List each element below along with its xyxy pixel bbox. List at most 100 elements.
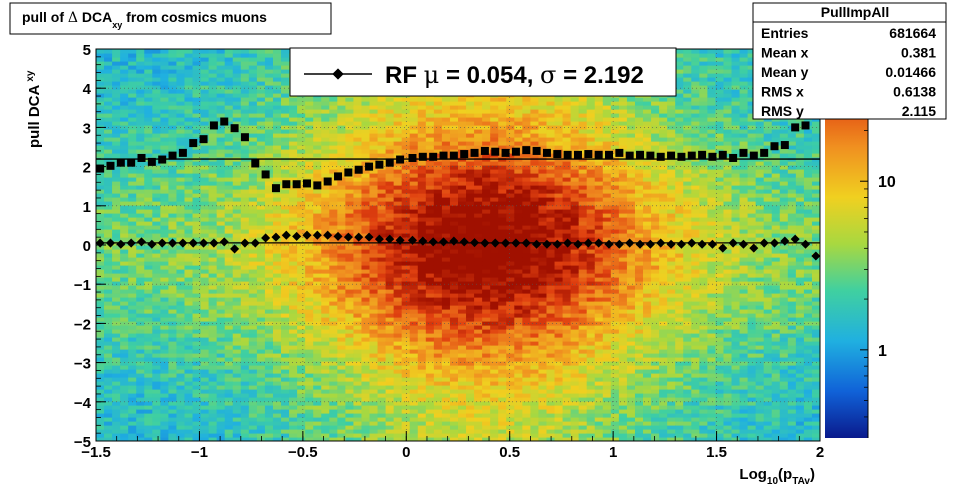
heatmap-cell xyxy=(160,421,169,426)
heatmap-cell xyxy=(337,169,346,174)
heatmap-cell xyxy=(168,53,178,58)
heatmap-cell xyxy=(136,249,145,254)
heatmap-cell xyxy=(361,233,371,238)
heatmap-cell xyxy=(385,369,395,374)
heatmap-cell xyxy=(369,313,379,318)
heatmap-cell xyxy=(136,253,145,258)
heatmap-cell xyxy=(176,325,186,330)
heatmap-cell xyxy=(240,173,250,178)
heatmap-cell xyxy=(329,273,338,278)
heatmap-cell xyxy=(128,249,137,254)
heatmap-cell xyxy=(216,169,226,174)
heatmap-cell xyxy=(417,165,427,170)
heatmap-cell xyxy=(329,105,338,110)
heatmap-cell xyxy=(216,165,226,170)
heatmap-cell xyxy=(377,297,387,302)
heatmap-cell xyxy=(474,125,483,130)
heatmap-cell xyxy=(377,217,387,222)
heatmap-cell xyxy=(224,305,234,310)
heatmap-cell xyxy=(240,281,250,286)
heatmap-cell xyxy=(216,253,226,258)
heatmap-cell xyxy=(176,57,186,62)
heatmap-cell xyxy=(474,109,483,114)
heatmap-cell xyxy=(160,317,169,322)
heatmap-cell xyxy=(224,429,234,434)
heatmap-cell xyxy=(466,265,475,270)
heatmap-cell xyxy=(136,69,145,74)
heatmap-cell xyxy=(136,305,145,310)
heatmap-cell xyxy=(409,169,419,174)
heatmap-cell xyxy=(264,65,274,70)
heatmap-cell xyxy=(224,177,234,182)
heatmap-cell xyxy=(361,369,371,374)
heatmap-cell xyxy=(329,309,338,314)
heatmap-cell xyxy=(297,285,306,290)
heatmap-cell xyxy=(120,61,129,66)
heatmap-cell xyxy=(498,117,507,122)
heatmap-cell xyxy=(200,93,210,98)
heatmap-cell xyxy=(337,109,346,114)
heatmap-cell xyxy=(208,305,218,310)
heatmap-cell xyxy=(200,217,210,222)
heatmap-cell xyxy=(112,421,121,426)
heatmap-cell xyxy=(409,209,419,214)
heatmap-cell xyxy=(144,353,153,358)
heatmap-cell xyxy=(176,185,186,190)
heatmap-cell xyxy=(144,121,153,126)
heatmap-cell xyxy=(192,93,202,98)
heatmap-cell xyxy=(272,425,282,430)
heatmap-cell xyxy=(208,69,218,74)
heatmap-cell xyxy=(401,417,411,422)
heatmap-cell xyxy=(200,177,210,182)
heatmap-cell xyxy=(337,313,346,318)
heatmap-cell xyxy=(441,225,451,230)
heatmap-cell xyxy=(329,333,338,338)
heatmap-cell xyxy=(393,305,403,310)
heatmap-cell xyxy=(409,297,419,302)
heatmap-cell xyxy=(417,301,427,306)
heatmap-cell xyxy=(112,345,121,350)
heatmap-cell xyxy=(313,173,322,178)
heatmap-cell xyxy=(208,221,218,226)
heatmap-cell xyxy=(377,293,387,298)
heatmap-cell xyxy=(224,165,234,170)
heatmap-cell xyxy=(401,273,411,278)
heatmap-cell xyxy=(482,433,491,438)
heatmap-cell xyxy=(200,161,210,166)
heatmap-cell xyxy=(224,57,234,62)
heatmap-cell xyxy=(264,405,274,410)
heatmap-cell xyxy=(256,201,266,206)
heatmap-cell xyxy=(176,257,186,262)
heatmap-cell xyxy=(377,437,387,441)
heatmap-cell xyxy=(168,301,178,306)
heatmap-cell xyxy=(441,193,451,198)
heatmap-cell xyxy=(425,257,435,262)
heatmap-cell xyxy=(264,317,274,322)
heatmap-cell xyxy=(337,365,346,370)
heatmap-cell xyxy=(353,389,363,394)
heatmap-cell xyxy=(345,121,355,126)
heatmap-cell xyxy=(256,185,266,190)
heatmap-cell xyxy=(289,401,298,406)
heatmap-cell xyxy=(152,97,161,102)
heatmap-cell xyxy=(297,121,306,126)
heatmap-cell xyxy=(482,189,491,194)
heatmap-cell xyxy=(474,293,483,298)
heatmap-cell xyxy=(449,225,459,230)
heatmap-cell xyxy=(361,337,371,342)
heatmap-cell xyxy=(240,161,250,166)
heatmap-cell xyxy=(289,377,298,382)
heatmap-cell xyxy=(248,217,258,222)
heatmap-cell xyxy=(256,133,266,138)
heatmap-cell xyxy=(297,205,306,210)
heatmap-cell xyxy=(369,113,379,118)
heatmap-cell xyxy=(248,85,258,90)
heatmap-cell xyxy=(345,313,355,318)
heatmap-cell xyxy=(144,129,153,134)
heatmap-cell xyxy=(128,205,137,210)
heatmap-cell xyxy=(184,273,194,278)
heatmap-cell xyxy=(498,397,507,402)
heatmap-cell xyxy=(393,141,403,146)
heatmap-cell xyxy=(458,217,467,222)
heatmap-cell xyxy=(401,121,411,126)
